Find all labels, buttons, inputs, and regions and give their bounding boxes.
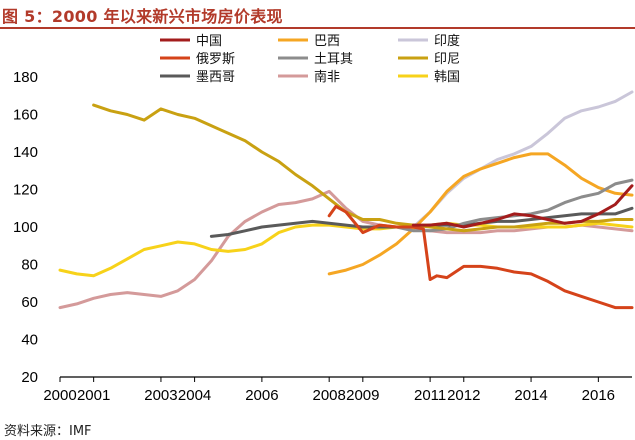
x-tick-label: 2016: [582, 387, 615, 404]
x-tick-label: 2011: [414, 387, 446, 404]
series-line-1: [327, 152, 634, 276]
legend-label: 南非: [314, 69, 340, 85]
y-tick-label: 40: [21, 332, 38, 349]
y-tick-label: 140: [13, 144, 38, 161]
legend-label: 俄罗斯: [196, 52, 235, 67]
title-divider: [0, 27, 635, 29]
source-note: 资料来源：IMF: [4, 424, 92, 439]
legend-label: 墨西哥: [196, 70, 235, 85]
series-line-8: [58, 221, 634, 278]
x-tick-label: 2008: [312, 387, 345, 404]
series-line-4: [395, 178, 634, 233]
x-tick-label: 2004: [178, 387, 211, 404]
y-tick-label: 180: [13, 69, 38, 86]
series-line-2: [411, 90, 634, 229]
x-tick-label: 2001: [77, 387, 110, 404]
legend-label: 韩国: [434, 70, 460, 85]
legend-label: 巴西: [314, 34, 340, 49]
legend-label: 印尼: [434, 52, 460, 67]
y-tick-label: 80: [21, 257, 38, 274]
legend-label: 中国: [196, 34, 222, 49]
x-tick-label: 2012: [447, 387, 480, 404]
y-tick-label: 120: [13, 182, 38, 199]
x-tick-label: 2003: [144, 387, 177, 404]
x-tick-label: 2006: [245, 387, 278, 404]
legend-label: 印度: [434, 33, 460, 49]
series-line-3: [327, 204, 634, 310]
y-tick-label: 160: [13, 107, 38, 124]
series-lines: [58, 90, 634, 310]
axes: 20 40 60 80 100 120 140 160 180 2000 2001 2003 2004 2…: [13, 69, 632, 404]
series-line-0: [411, 184, 634, 229]
y-tick-label: 100: [13, 219, 38, 236]
x-tick-label: 2014: [514, 387, 547, 404]
legend-label: 土耳其: [314, 52, 353, 67]
y-tick-label: 20: [21, 369, 38, 386]
figure-title: 图 5：2000 年以来新兴市场房价表现: [2, 7, 283, 26]
x-tick-label: 2009: [346, 387, 379, 404]
series-line-5: [92, 103, 634, 233]
y-tick-label: 60: [21, 294, 38, 311]
x-tick-label: 2000: [43, 387, 76, 404]
